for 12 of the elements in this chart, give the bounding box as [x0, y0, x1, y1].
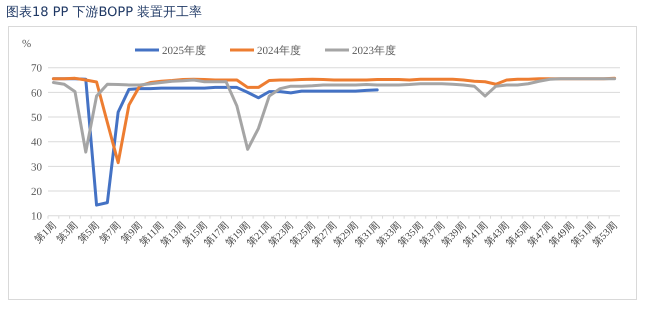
legend-label: 2024年度 — [257, 44, 301, 57]
y-tick-label: 70 — [31, 62, 42, 75]
legend-label: 2025年度 — [162, 44, 206, 57]
y-tick-label: 50 — [31, 112, 42, 124]
y-tick-label: 30 — [31, 161, 42, 174]
y-axis-title: % — [22, 38, 32, 50]
chart-title: 图表18 PP 下游BOPP 装置开工率 — [6, 4, 202, 20]
legend-label: 2023年度 — [352, 44, 396, 57]
y-tick-label: 20 — [31, 186, 42, 198]
y-tick-label: 40 — [31, 136, 42, 149]
y-tick-label: 10 — [31, 210, 42, 223]
y-tick-label: 60 — [31, 87, 42, 100]
